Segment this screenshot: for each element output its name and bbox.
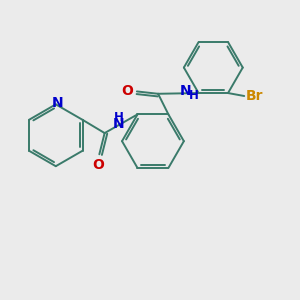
Text: N: N	[113, 117, 124, 131]
Text: H: H	[114, 111, 124, 124]
Text: N: N	[180, 84, 191, 98]
Text: O: O	[122, 84, 134, 98]
Text: Br: Br	[246, 89, 263, 103]
Text: H: H	[189, 89, 199, 102]
Text: N: N	[51, 96, 63, 110]
Text: O: O	[92, 158, 104, 172]
